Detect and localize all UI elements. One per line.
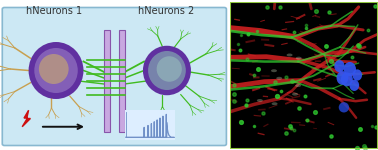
Ellipse shape [34, 48, 78, 93]
Point [235, 43, 241, 46]
Point [287, 124, 293, 127]
Ellipse shape [339, 102, 349, 112]
Point [283, 132, 289, 135]
Point [302, 95, 308, 98]
Ellipse shape [349, 80, 359, 91]
Point [244, 98, 250, 101]
Point [313, 10, 319, 12]
Point [254, 68, 260, 70]
Ellipse shape [39, 54, 69, 84]
Point [239, 33, 245, 36]
Point [303, 24, 309, 27]
Point [289, 80, 295, 82]
Point [373, 125, 378, 128]
Point [372, 5, 378, 7]
Ellipse shape [296, 57, 302, 60]
Ellipse shape [276, 77, 282, 80]
Bar [125, 110, 175, 140]
Point [243, 104, 249, 106]
Point [322, 45, 328, 47]
Point [272, 81, 278, 83]
Point [237, 49, 243, 51]
Point [260, 112, 266, 114]
Ellipse shape [156, 56, 182, 82]
Point [356, 45, 362, 47]
Point [245, 33, 251, 35]
Point [369, 125, 375, 127]
Point [355, 44, 361, 46]
Ellipse shape [336, 71, 348, 85]
Bar [119, 30, 125, 132]
Ellipse shape [344, 62, 356, 76]
Point [231, 100, 237, 102]
Point [349, 56, 355, 59]
Text: hNeurons 2: hNeurons 2 [138, 6, 194, 16]
Point [362, 147, 368, 150]
Point [296, 107, 302, 110]
Ellipse shape [287, 54, 293, 56]
Point [328, 135, 334, 137]
Point [251, 125, 257, 127]
Point [288, 126, 294, 129]
Point [353, 147, 359, 150]
Point [238, 121, 244, 123]
Ellipse shape [143, 46, 191, 95]
Point [303, 27, 309, 29]
Ellipse shape [272, 102, 277, 105]
Polygon shape [22, 110, 30, 127]
Ellipse shape [257, 99, 263, 102]
Ellipse shape [295, 84, 301, 87]
Point [312, 111, 318, 113]
Point [231, 84, 237, 86]
Point [326, 11, 332, 14]
Ellipse shape [148, 51, 186, 90]
Text: hNeurons 1: hNeurons 1 [26, 6, 82, 16]
Bar [104, 30, 110, 132]
Ellipse shape [334, 60, 345, 72]
Point [365, 29, 371, 31]
Ellipse shape [292, 93, 298, 96]
Point [304, 119, 310, 121]
Point [278, 90, 284, 92]
FancyBboxPatch shape [2, 8, 226, 146]
Point [231, 93, 237, 96]
Point [357, 128, 363, 130]
Ellipse shape [352, 69, 362, 81]
Ellipse shape [271, 69, 277, 72]
Ellipse shape [29, 42, 84, 99]
Point [264, 6, 270, 8]
Point [244, 58, 250, 60]
Point [291, 129, 297, 132]
Point [254, 30, 260, 32]
Point [283, 75, 289, 78]
Ellipse shape [341, 72, 353, 86]
Point [277, 6, 283, 8]
Point [251, 74, 257, 77]
Point [274, 95, 280, 97]
Point [328, 59, 334, 62]
Point [291, 31, 297, 33]
Point [361, 145, 367, 147]
